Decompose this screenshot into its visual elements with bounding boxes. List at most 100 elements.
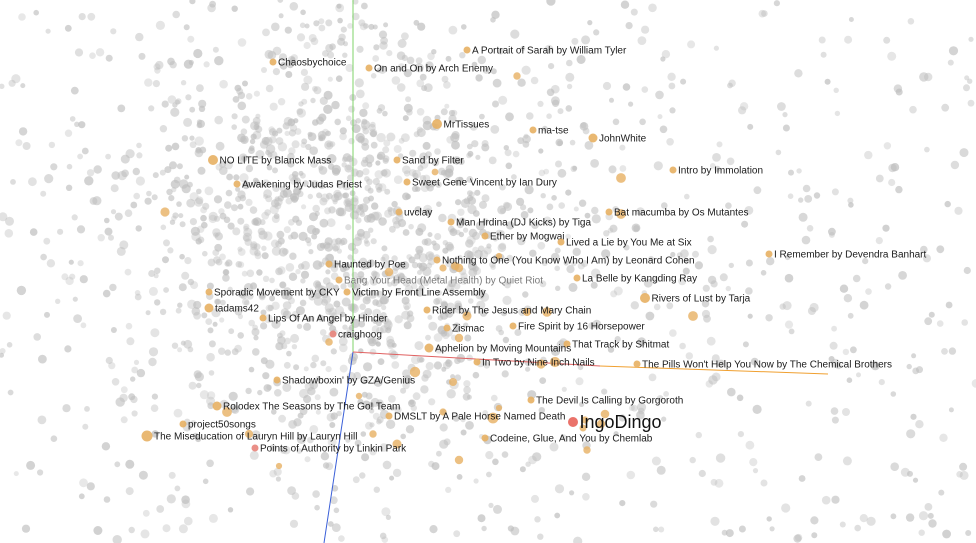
highlight-point[interactable] bbox=[542, 307, 552, 317]
highlight-point[interactable] bbox=[439, 264, 447, 272]
data-point[interactable] bbox=[640, 293, 650, 303]
highlight-point[interactable] bbox=[462, 311, 472, 321]
highlight-point[interactable] bbox=[439, 408, 447, 416]
data-point[interactable] bbox=[395, 208, 403, 216]
highlight-point[interactable] bbox=[160, 207, 170, 217]
data-point[interactable] bbox=[385, 412, 393, 420]
data-point[interactable] bbox=[212, 401, 222, 411]
background-point bbox=[918, 511, 929, 521]
highlight-point[interactable] bbox=[222, 407, 232, 417]
data-point[interactable] bbox=[563, 340, 571, 348]
data-point[interactable] bbox=[269, 58, 277, 66]
highlight-point[interactable] bbox=[596, 419, 606, 429]
data-point[interactable] bbox=[568, 417, 578, 427]
background-point bbox=[159, 125, 168, 133]
background-point bbox=[228, 391, 238, 401]
data-point[interactable] bbox=[393, 156, 401, 164]
data-point[interactable] bbox=[204, 303, 214, 313]
background-point bbox=[287, 152, 295, 161]
background-point bbox=[883, 142, 892, 150]
background-point bbox=[843, 294, 853, 303]
background-point bbox=[381, 507, 391, 517]
highlight-point[interactable] bbox=[275, 462, 283, 470]
data-point[interactable] bbox=[423, 306, 431, 314]
data-point[interactable] bbox=[325, 260, 333, 268]
data-point[interactable] bbox=[259, 314, 267, 322]
background-point bbox=[313, 296, 323, 306]
background-point bbox=[530, 76, 539, 85]
highlight-point[interactable] bbox=[583, 446, 591, 454]
background-point bbox=[537, 533, 544, 540]
data-point[interactable] bbox=[208, 155, 218, 165]
highlight-point[interactable] bbox=[616, 209, 626, 219]
highlight-point[interactable] bbox=[549, 356, 561, 368]
background-point bbox=[177, 347, 183, 353]
data-point[interactable] bbox=[463, 46, 471, 54]
data-point[interactable] bbox=[343, 288, 351, 296]
background-point bbox=[366, 161, 373, 168]
highlight-point[interactable] bbox=[449, 378, 457, 386]
highlight-point[interactable] bbox=[369, 430, 377, 438]
background-point bbox=[284, 337, 291, 345]
data-point[interactable] bbox=[403, 178, 411, 186]
data-point[interactable] bbox=[605, 208, 613, 216]
highlight-point[interactable] bbox=[616, 173, 626, 183]
data-point[interactable] bbox=[481, 232, 489, 240]
background-point bbox=[546, 0, 556, 6]
highlight-point[interactable] bbox=[487, 412, 499, 424]
data-point[interactable] bbox=[573, 274, 581, 282]
highlight-point[interactable] bbox=[522, 307, 532, 317]
highlight-point[interactable] bbox=[581, 416, 589, 424]
highlight-point[interactable] bbox=[513, 72, 521, 80]
highlight-point[interactable] bbox=[392, 439, 402, 449]
background-point bbox=[859, 300, 869, 310]
data-point[interactable] bbox=[433, 256, 441, 264]
data-point[interactable] bbox=[329, 330, 337, 338]
background-point bbox=[457, 221, 464, 229]
highlight-point[interactable] bbox=[454, 333, 464, 343]
data-point[interactable] bbox=[251, 444, 259, 452]
background-point bbox=[371, 202, 379, 210]
data-point[interactable] bbox=[633, 360, 641, 368]
data-point[interactable] bbox=[205, 288, 213, 296]
data-point[interactable] bbox=[765, 250, 773, 258]
highlight-point[interactable] bbox=[325, 338, 333, 346]
data-point[interactable] bbox=[557, 238, 565, 246]
data-point[interactable] bbox=[432, 119, 442, 129]
highlight-point[interactable] bbox=[409, 366, 421, 378]
background-point bbox=[415, 227, 424, 236]
highlight-point[interactable] bbox=[495, 404, 503, 412]
background-point bbox=[554, 265, 560, 272]
highlight-point[interactable] bbox=[600, 409, 610, 419]
highlight-point[interactable] bbox=[384, 267, 394, 277]
data-point[interactable] bbox=[233, 180, 241, 188]
data-point[interactable] bbox=[669, 166, 677, 174]
data-point[interactable] bbox=[509, 322, 517, 330]
data-point[interactable] bbox=[335, 276, 343, 284]
data-point[interactable] bbox=[273, 376, 281, 384]
highlight-point[interactable] bbox=[454, 263, 464, 273]
background-point bbox=[382, 260, 391, 269]
data-point[interactable] bbox=[588, 133, 598, 143]
data-point[interactable] bbox=[473, 358, 481, 366]
data-point[interactable] bbox=[527, 396, 535, 404]
highlight-point[interactable] bbox=[431, 168, 439, 176]
highlight-point[interactable] bbox=[579, 424, 587, 432]
data-point[interactable] bbox=[179, 420, 187, 428]
data-point[interactable] bbox=[424, 343, 434, 353]
highlight-point[interactable] bbox=[355, 392, 363, 400]
highlight-point[interactable] bbox=[454, 455, 464, 465]
data-point[interactable] bbox=[529, 126, 537, 134]
highlight-point[interactable] bbox=[688, 311, 698, 321]
data-point[interactable] bbox=[443, 324, 451, 332]
data-point[interactable] bbox=[481, 434, 489, 442]
background-point bbox=[368, 227, 374, 233]
data-point[interactable] bbox=[365, 64, 373, 72]
highlight-point[interactable] bbox=[495, 252, 503, 260]
background-point bbox=[331, 238, 339, 246]
data-point[interactable] bbox=[447, 218, 455, 226]
highlight-point[interactable] bbox=[536, 359, 546, 369]
highlight-point[interactable] bbox=[244, 429, 254, 439]
data-point[interactable] bbox=[141, 430, 153, 442]
